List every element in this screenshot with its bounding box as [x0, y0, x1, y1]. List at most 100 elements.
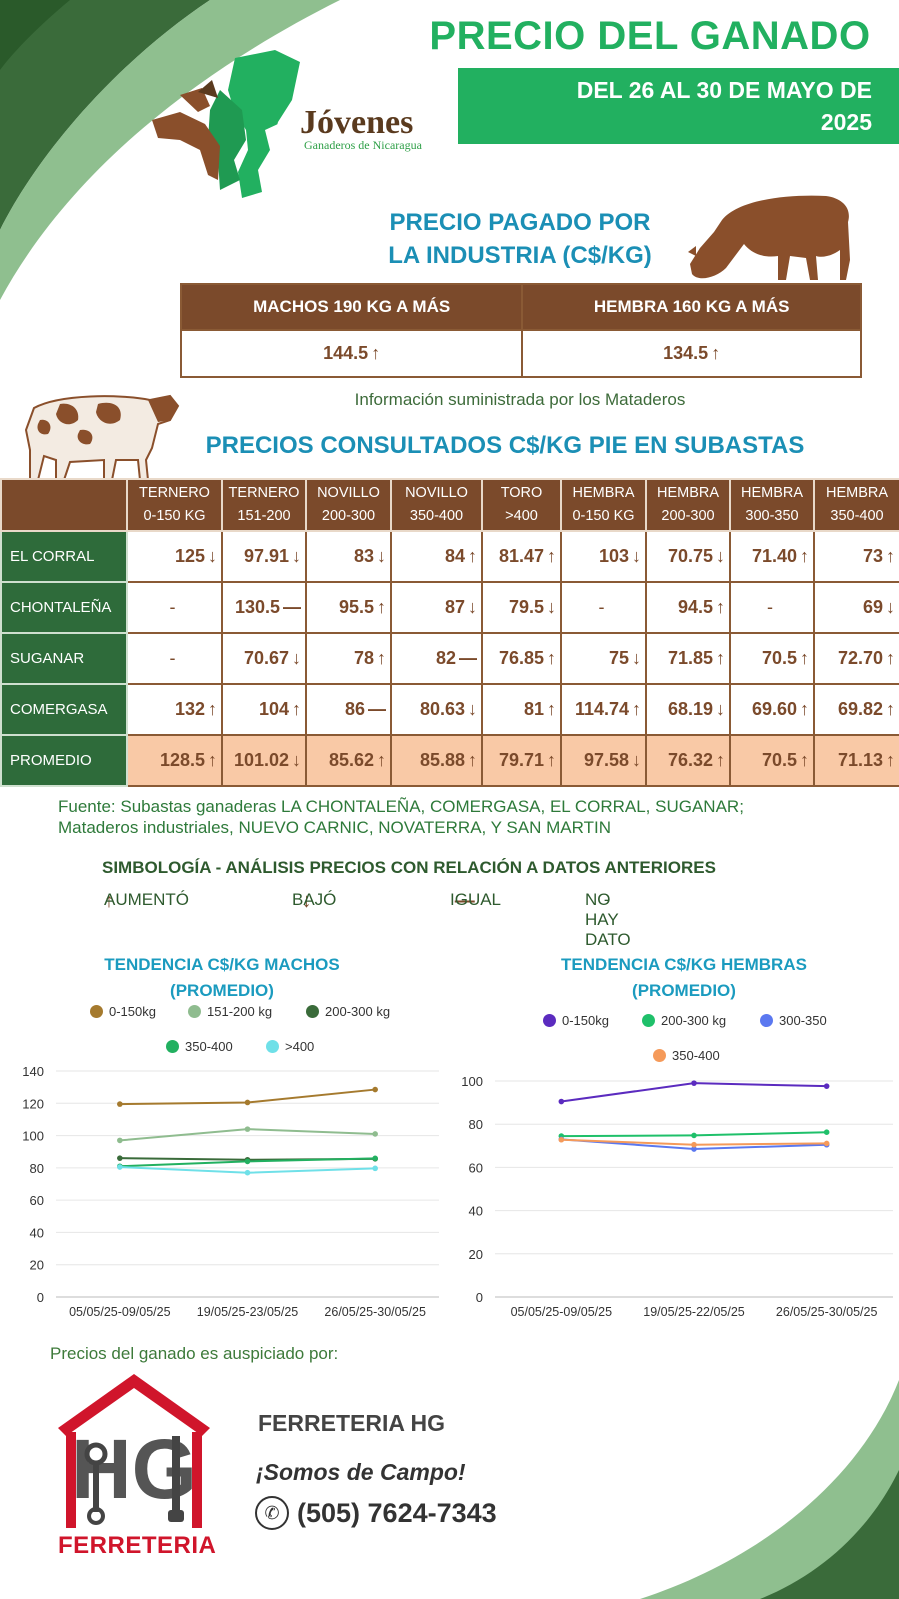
- legend-entry: 200-300 kg: [642, 1013, 726, 1028]
- legend-down: BAJÓ ↓: [292, 890, 337, 912]
- x-tick-label: 05/05/25-09/05/25: [69, 1305, 171, 1319]
- auction-price-table: TERNERO 0-150 KG TERNERO 151-200 NOVILLO 200-…: [0, 478, 899, 787]
- price-cell: 84 ↑: [390, 530, 483, 583]
- column-header: HEMBRA 200-300: [645, 478, 731, 532]
- data-point: [558, 1136, 565, 1143]
- legend-up: AUMENTÓ ↑: [104, 890, 189, 912]
- row-label: COMERGASA: [0, 683, 128, 736]
- legend-dot-icon: [642, 1014, 655, 1027]
- arrow-up-icon: ↑: [800, 750, 809, 770]
- legend-entry: 350-400: [166, 1039, 233, 1054]
- holstein-cow-image: [24, 394, 180, 481]
- y-tick-label: 80: [469, 1117, 483, 1132]
- symbology-title: SIMBOLOGÍA - ANÁLISIS PRECIOS CON RELACI…: [102, 858, 716, 877]
- y-tick-label: 140: [22, 1064, 44, 1079]
- arrow-up-icon: ↑: [800, 699, 809, 719]
- arrow-up-icon: ↑: [104, 890, 114, 912]
- price-cell: 95.5 ↑: [305, 581, 392, 634]
- ferreteria-logo-label: FERRETERIA: [58, 1532, 217, 1559]
- arrow-up-icon: ↑: [377, 648, 386, 668]
- mataderos-note: Información suministrada por los Matader…: [354, 390, 686, 409]
- data-point: [823, 1083, 830, 1089]
- source-note: Fuente: Subastas ganaderas LA CHONTALEÑA…: [58, 796, 858, 838]
- arrow-up-icon: ↑: [886, 750, 895, 770]
- column-header: NOVILLO 350-400: [390, 478, 483, 532]
- price-cell: 104 ↑: [221, 683, 307, 736]
- grazing-cow-image: [688, 195, 850, 280]
- price-cell: 81 ↑: [481, 683, 562, 736]
- price-cell: -: [126, 632, 223, 685]
- arrow-up-icon: ↑: [886, 546, 895, 566]
- data-point: [823, 1140, 830, 1147]
- price-cell: 71.13 ↑: [813, 734, 899, 787]
- table-row: CHONTALEÑA -130.5—95.5 ↑ 87 ↓ 79.5 ↓ -94.5 ↑ -69 ↓: [0, 581, 899, 634]
- legend-dot-icon: [266, 1040, 279, 1053]
- ferreteria-hg-logo: HG: [58, 1374, 210, 1528]
- arrow-down-icon: ↓: [208, 546, 217, 566]
- page-title: PRECIO DEL GANADO: [429, 14, 871, 58]
- chart-machos: 0 20 40 60 80 100 120 140 05/05/25-09/05/25 19/05…: [22, 1064, 439, 1319]
- arrow-down-icon: ↓: [292, 546, 301, 566]
- industry-header-hembra: HEMBRA 160 KG A MÁS: [521, 283, 862, 331]
- chart-machos-title-line-1: TENDENCIA C$/KG MACHOS: [104, 955, 340, 974]
- price-cell: 79.71 ↑: [481, 734, 562, 787]
- source-line-2: Mataderos industriales, NUEVO CARNIC, NO…: [58, 818, 611, 837]
- date-banner: [458, 68, 899, 144]
- y-tick-label: 40: [30, 1225, 44, 1240]
- arrow-down-icon: ↓: [301, 890, 312, 912]
- chart-hembras: 0 20 40 60 80 100 05/05/25-09/05/25 19/05/25-22…: [461, 1074, 893, 1319]
- price-cell: 80.63 ↓: [390, 683, 483, 736]
- source-line-1: Fuente: Subastas ganaderas LA CHONTALEÑA…: [58, 797, 744, 816]
- data-point: [117, 1155, 123, 1161]
- data-point: [372, 1131, 378, 1137]
- date-range: DEL 26 AL 30 DE MAYO DE 2025: [470, 74, 872, 138]
- price-cell: -: [729, 581, 815, 634]
- row-label: CHONTALEÑA: [0, 581, 128, 634]
- price-cell: 70.75 ↓: [645, 530, 731, 583]
- price-cell: 76.85 ↑: [481, 632, 562, 685]
- price-cell: 87 ↓: [390, 581, 483, 634]
- legend-dot-icon: [653, 1049, 666, 1062]
- price-cell: 70.5 ↑: [729, 632, 815, 685]
- table-row: PROMEDIO 128.5 ↑ 101.02 ↓ 85.62 ↑ 85.88 ↑ 79.71 ↑ 9…: [0, 734, 899, 787]
- price-cell: 130.5—: [221, 581, 307, 634]
- price-cell: 128.5 ↑: [126, 734, 223, 787]
- arrow-up-icon: ↑: [377, 597, 386, 617]
- arrow-down-icon: ↓: [632, 648, 641, 668]
- price-cell: 114.74 ↑: [560, 683, 647, 736]
- price-cell: 72.70 ↑: [813, 632, 899, 685]
- x-tick-label: 26/05/25-30/05/25: [324, 1305, 426, 1319]
- arrow-up-icon: ↑: [711, 343, 721, 363]
- data-point: [117, 1101, 123, 1107]
- date-line-1: DEL 26 AL 30 DE MAYO DE: [576, 77, 872, 103]
- arrow-up-icon: ↑: [208, 750, 217, 770]
- sponsor-phone[interactable]: ✆ (505) 7624-7343: [255, 1496, 497, 1530]
- row-label: PROMEDIO: [0, 734, 128, 787]
- column-header: TORO >400: [481, 478, 562, 532]
- price-cell: 69.82 ↑: [813, 683, 899, 736]
- price-cell: 103 ↓: [560, 530, 647, 583]
- arrow-up-icon: ↑: [716, 648, 725, 668]
- legend-entry: 151-200 kg: [188, 1004, 272, 1019]
- x-tick-label: 19/05/25-22/05/25: [643, 1305, 745, 1319]
- data-point: [372, 1155, 378, 1162]
- arrow-down-icon: ↓: [716, 699, 725, 719]
- legend-equal: IGUAL —: [450, 890, 502, 912]
- price-cell: 101.02 ↓: [221, 734, 307, 787]
- chart-machos-title: TENDENCIA C$/KG MACHOS (PROMEDIO): [62, 952, 382, 1004]
- arrow-up-icon: ↑: [377, 750, 386, 770]
- chart-hembras-title-line-2: (PROMEDIO): [632, 981, 736, 1000]
- y-tick-label: 40: [469, 1204, 483, 1219]
- arrow-up-icon: ↑: [547, 648, 556, 668]
- x-tick-label: 19/05/25-23/05/25: [197, 1305, 299, 1319]
- data-point: [823, 1129, 830, 1135]
- phone-number: (505) 7624-7343: [297, 1497, 497, 1528]
- price-cell: 73 ↑: [813, 530, 899, 583]
- equal-dash-icon: —: [459, 648, 477, 668]
- arrow-up-icon: ↑: [800, 648, 809, 668]
- column-header: TERNERO 0-150 KG: [126, 478, 223, 532]
- x-tick-label: 05/05/25-09/05/25: [511, 1305, 613, 1319]
- logo-subtitle: Ganaderos de Nicaragua: [304, 138, 422, 152]
- sponsor-note: Precios del ganado es auspiciado por:: [50, 1344, 339, 1363]
- equal-dash-icon: —: [454, 890, 475, 912]
